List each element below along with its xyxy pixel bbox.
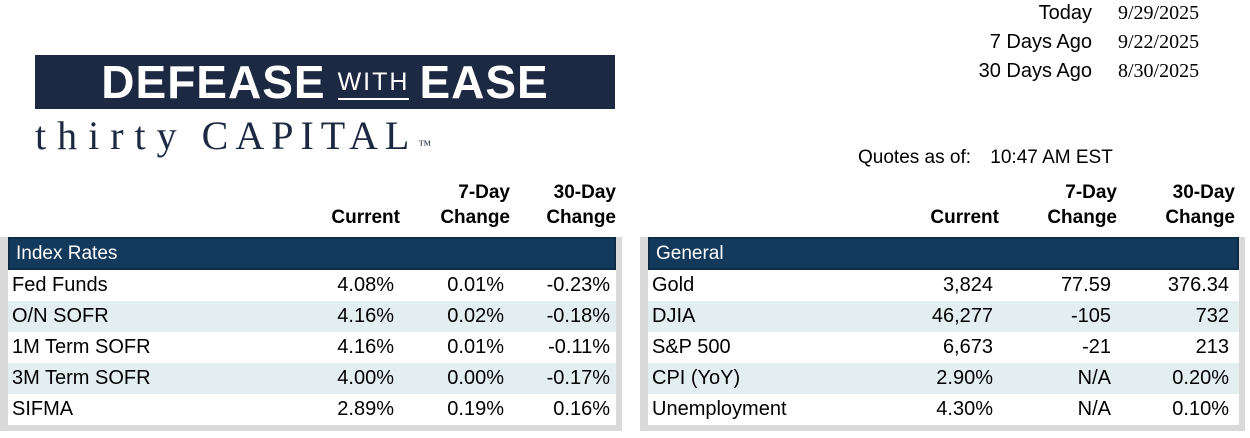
column-header-7day: 7-Day Change [440, 182, 510, 228]
cell-current: 4.30% [936, 398, 993, 420]
trademark-symbol: ™ [418, 137, 432, 152]
cell-7day-change: 0.02% [447, 305, 504, 327]
cell-30day-change: 0.20% [1172, 367, 1229, 389]
row-label: Gold [652, 274, 695, 296]
cell-current: 4.00% [337, 367, 394, 389]
general-rows: Gold 3,824 77.59 376.34 DJIA 46,277 -105… [648, 270, 1239, 425]
cell-current: 3,824 [942, 274, 993, 296]
row-label: 3M Term SOFR [12, 367, 151, 389]
cell-current: 4.16% [337, 336, 394, 358]
logo-word-ease: EASE [419, 56, 549, 108]
cell-30day-change: 213 [1195, 336, 1229, 358]
quotes-as-of-time: 10:47 AM EST [990, 147, 1113, 168]
row-label: 1M Term SOFR [12, 336, 151, 358]
quotes-as-of: Quotes as of: 10:47 AM EST [858, 147, 1113, 169]
table-row: CPI (YoY) 2.90% N/A 0.20% [648, 363, 1239, 394]
row-label: Fed Funds [12, 274, 108, 296]
cell-7day-change: 0.01% [447, 274, 504, 296]
cell-current: 4.08% [337, 274, 394, 296]
index-rates-table: Current 7-Day Change 30-Day Change Index… [0, 178, 622, 431]
general-body: General Gold 3,824 77.59 376.34 DJIA 46,… [640, 237, 1245, 431]
cell-current: 46,277 [931, 305, 993, 327]
row-label: DJIA [652, 305, 696, 327]
table-row: 1M Term SOFR 4.16% 0.01% -0.11% [8, 332, 616, 363]
table-row: S&P 500 6,673 -21 213 [648, 332, 1239, 363]
table-row: DJIA 46,277 -105 732 [648, 301, 1239, 332]
date-value: 9/29/2025 [1118, 2, 1200, 24]
column-header-current: Current [331, 207, 400, 228]
cell-7day-change: 0.01% [447, 336, 504, 358]
logo-word-capital: CAPITAL [201, 113, 417, 158]
logo-thirty-capital: thirty CAPITAL ™ [35, 112, 615, 159]
defease-with-ease-logo: DEFEASE WITH EASE thirty CAPITAL ™ [35, 55, 615, 159]
table-row: Fed Funds 4.08% 0.01% -0.23% [8, 270, 616, 301]
cell-30day-change: -0.11% [548, 336, 610, 358]
table-row: O/N SOFR 4.16% 0.02% -0.18% [8, 301, 616, 332]
cell-7day-change: 0.00% [447, 367, 504, 389]
date-label: 30 Days Ago [978, 60, 1092, 82]
table-row: SIFMA 2.89% 0.19% 0.16% [8, 394, 616, 425]
cell-7day-change: 0.19% [447, 398, 504, 420]
cell-30day-change: 0.16% [553, 398, 610, 420]
cell-30day-change: -0.17% [546, 367, 610, 389]
cell-7day-change: N/A [1077, 398, 1111, 420]
date-label: Today [1038, 2, 1092, 24]
cell-30day-change: 376.34 [1167, 274, 1229, 296]
cell-7day-change: N/A [1077, 367, 1111, 389]
general-table: Current 7-Day Change 30-Day Change Gener… [640, 178, 1245, 431]
cell-7day-change: -105 [1070, 305, 1111, 327]
cell-current: 4.16% [337, 305, 394, 327]
row-label: SIFMA [12, 398, 74, 420]
cell-30day-change: -0.23% [546, 274, 610, 296]
date-row: 30 Days Ago 8/30/2025 [922, 60, 1218, 89]
logo-word-defease: DEFEASE [101, 56, 326, 108]
cell-current: 6,673 [942, 336, 993, 358]
cell-7day-change: 77.59 [1060, 274, 1111, 296]
date-value: 9/22/2025 [1118, 31, 1200, 53]
quotes-as-of-label: Quotes as of: [858, 147, 972, 168]
table-row: Gold 3,824 77.59 376.34 [648, 270, 1239, 301]
dates-panel: Today 9/29/2025 7 Days Ago 9/22/2025 30 … [922, 2, 1218, 89]
column-header-30day: 30-Day Change [546, 182, 616, 228]
column-header-30day: 30-Day Change [1165, 182, 1235, 228]
date-value: 8/30/2025 [1118, 60, 1200, 82]
logo-banner: DEFEASE WITH EASE [35, 55, 615, 109]
section-header: General [648, 237, 1239, 270]
column-headers: Current 7-Day Change 30-Day Change [648, 178, 1245, 230]
column-headers: Current 7-Day Change 30-Day Change [8, 178, 622, 230]
row-label: CPI (YoY) [652, 367, 741, 389]
logo-word-thirty: thirty [35, 113, 188, 158]
logo-word-with: WITH [337, 70, 410, 100]
cell-7day-change: -21 [1082, 336, 1111, 358]
index-rates-body: Index Rates Fed Funds 4.08% 0.01% -0.23%… [0, 237, 622, 431]
cell-current: 2.90% [936, 367, 993, 389]
table-row: 3M Term SOFR 4.00% 0.00% -0.17% [8, 363, 616, 394]
cell-30day-change: 0.10% [1172, 398, 1229, 420]
column-header-current: Current [930, 207, 999, 228]
row-label: O/N SOFR [12, 305, 109, 327]
cell-current: 2.89% [337, 398, 394, 420]
row-label: S&P 500 [652, 336, 731, 358]
section-header: Index Rates [8, 237, 616, 270]
index-rates-rows: Fed Funds 4.08% 0.01% -0.23% O/N SOFR 4.… [8, 270, 616, 425]
date-row: 7 Days Ago 9/22/2025 [922, 31, 1218, 60]
cell-30day-change: 732 [1195, 305, 1229, 327]
table-row: Unemployment 4.30% N/A 0.10% [648, 394, 1239, 425]
date-label: 7 Days Ago [989, 31, 1092, 53]
cell-30day-change: -0.18% [546, 305, 610, 327]
date-row: Today 9/29/2025 [922, 2, 1218, 31]
row-label: Unemployment [652, 398, 787, 420]
column-header-7day: 7-Day Change [1047, 182, 1117, 228]
